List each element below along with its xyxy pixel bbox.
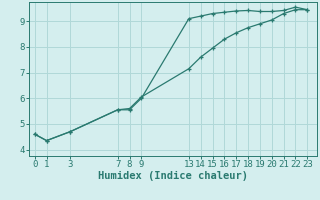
X-axis label: Humidex (Indice chaleur): Humidex (Indice chaleur) — [98, 171, 248, 181]
